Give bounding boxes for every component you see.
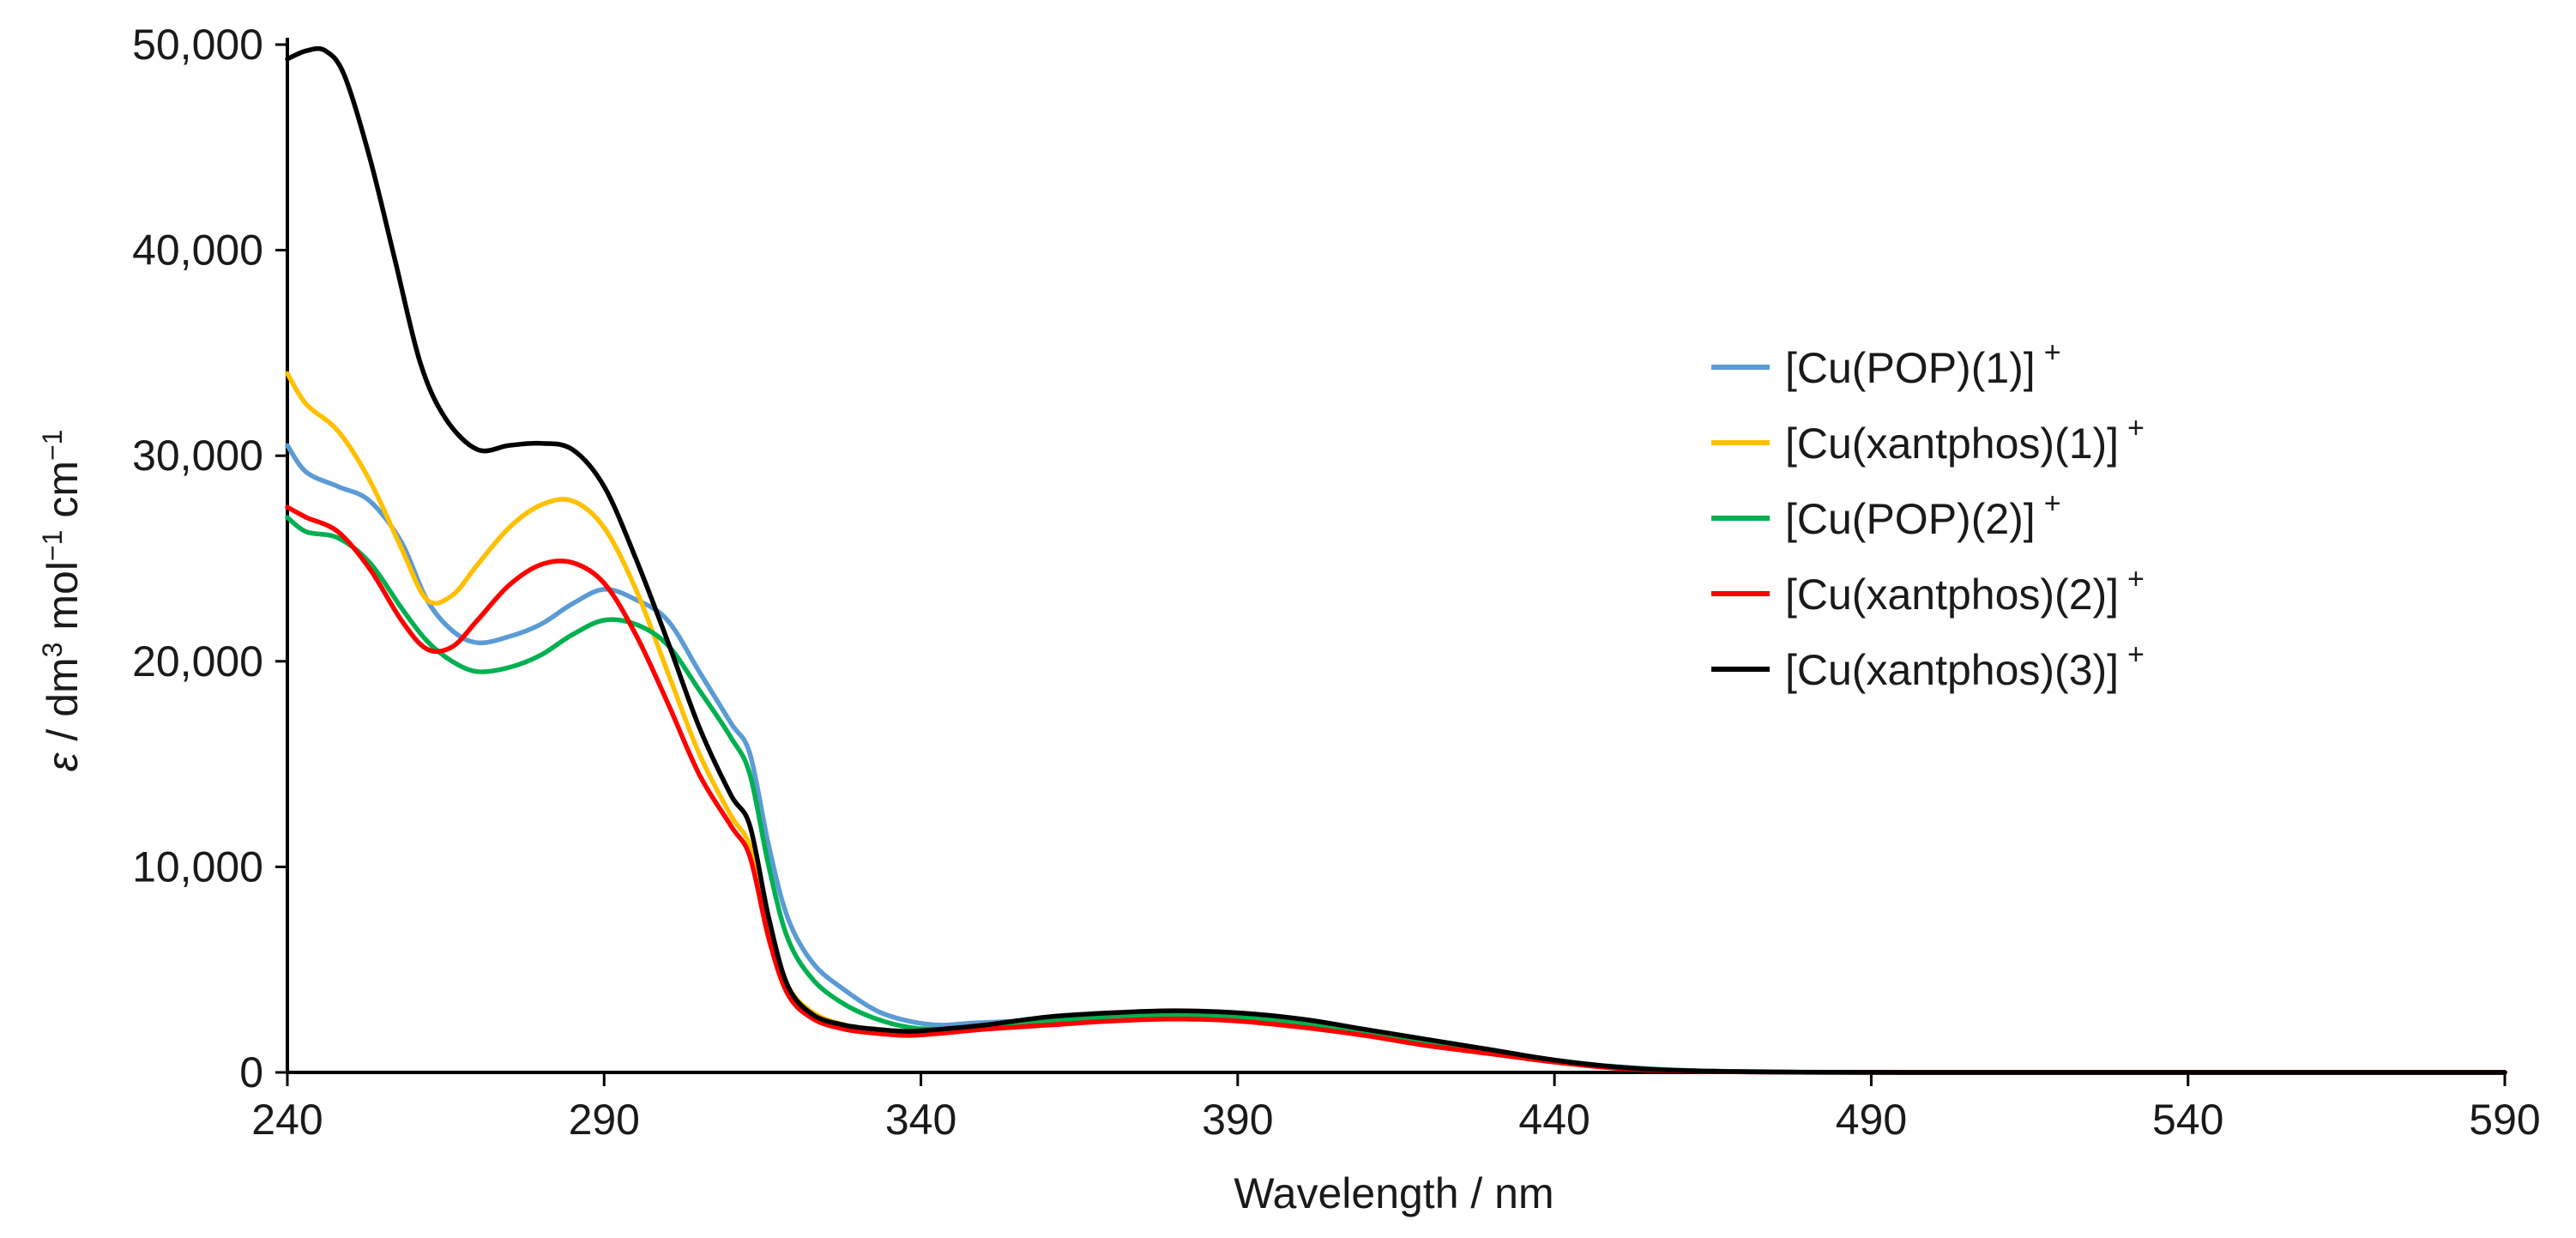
legend-label-main: [Cu(xantphos)(1)] bbox=[1785, 420, 2119, 468]
y-axis-title-mid: mol bbox=[39, 561, 87, 642]
y-axis-title-sup1: 3 bbox=[37, 643, 68, 658]
y-tick-label: 0 bbox=[239, 1048, 263, 1096]
series-layer bbox=[285, 45, 2507, 1075]
series-line-3 bbox=[285, 515, 2507, 1075]
series-line-1 bbox=[285, 443, 2507, 1075]
legend-label: [Cu(xantphos)(2)] + bbox=[1785, 563, 2145, 619]
series-line-2 bbox=[285, 371, 2507, 1075]
legend-label-main: [Cu(xantphos)(2)] bbox=[1785, 571, 2119, 619]
y-axis-title-symbol: ε bbox=[39, 752, 87, 771]
legend-label: [Cu(xantphos)(1)] + bbox=[1785, 412, 2145, 468]
legend: [Cu(POP)(1)] +[Cu(xantphos)(1)] +[Cu(POP)(… bbox=[1711, 336, 2145, 694]
legend-label-charge: + bbox=[2044, 336, 2061, 369]
x-axis-title: Wavelength / nm bbox=[1234, 1169, 1553, 1217]
legend-label: [Cu(POP)(2)] + bbox=[1785, 487, 2061, 543]
x-tick-label: 440 bbox=[1518, 1096, 1590, 1144]
y-axis-title-sup2: −1 bbox=[37, 530, 68, 561]
x-axis: 240 290 340 390 440 490 540 590 bbox=[251, 1071, 2541, 1144]
x-tick-label: 240 bbox=[251, 1096, 323, 1144]
x-tick-label: 290 bbox=[569, 1096, 640, 1144]
y-tick-label: 30,000 bbox=[132, 432, 263, 480]
x-tick-label: 340 bbox=[885, 1096, 956, 1144]
x-tick-label: 390 bbox=[1202, 1096, 1273, 1144]
legend-label-main: [Cu(xantphos)(3)] bbox=[1785, 646, 2119, 694]
x-tick-label: 590 bbox=[2469, 1096, 2540, 1144]
y-axis-title-slash: / dm bbox=[39, 657, 87, 752]
legend-label-charge: + bbox=[2127, 638, 2145, 671]
x-tick-label: 540 bbox=[2152, 1096, 2223, 1144]
legend-label: [Cu(xantphos)(3)] + bbox=[1785, 638, 2145, 694]
y-tick-label: 50,000 bbox=[132, 21, 263, 69]
y-tick-label: 40,000 bbox=[132, 226, 263, 275]
legend-label: [Cu(POP)(1)] + bbox=[1785, 336, 2061, 392]
legend-label-charge: + bbox=[2127, 412, 2145, 444]
series-line-5 bbox=[285, 45, 2507, 1075]
legend-label-main: [Cu(POP)(1)] bbox=[1785, 344, 2036, 392]
y-tick-label: 10,000 bbox=[132, 842, 263, 891]
x-tick-label: 490 bbox=[1836, 1096, 1907, 1144]
y-axis-title: ε / dm3 mol−1 cm−1 bbox=[37, 430, 87, 772]
y-axis-title-sup3: −1 bbox=[37, 430, 68, 461]
y-axis-title-end: cm bbox=[39, 461, 87, 530]
y-tick-label: 20,000 bbox=[132, 637, 263, 685]
legend-label-charge: + bbox=[2127, 563, 2145, 595]
legend-label-main: [Cu(POP)(2)] bbox=[1785, 495, 2036, 543]
legend-label-charge: + bbox=[2044, 487, 2061, 520]
y-axis: 0 10,000 20,000 30,000 40,000 50,000 bbox=[132, 21, 289, 1096]
